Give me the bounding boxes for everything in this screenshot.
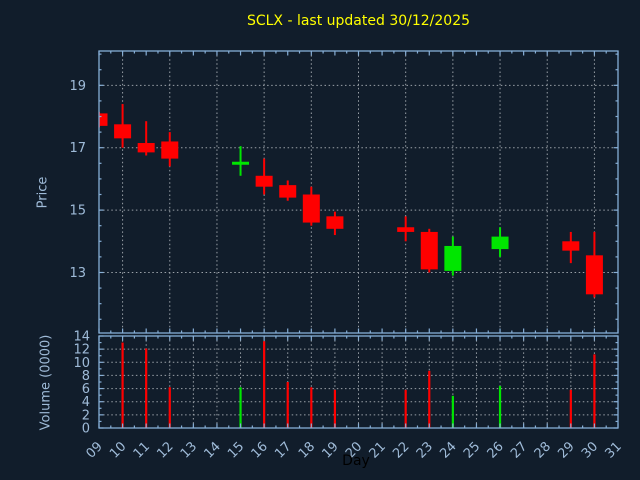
day-tick-09: 09: [84, 439, 106, 461]
day-tick-26: 26: [485, 439, 507, 461]
volume-bar-day-29: [569, 389, 572, 428]
price-tick-17: 17: [69, 141, 86, 156]
volume-bars: [121, 341, 596, 428]
volume-tick-4: 4: [82, 395, 90, 410]
day-tick-21: 21: [367, 439, 389, 461]
price-tick-15: 15: [69, 204, 86, 219]
candle-day-12: [161, 132, 179, 167]
candle-day-24: [444, 236, 462, 276]
day-tick-16: 16: [249, 439, 271, 461]
volume-bar-day-18: [310, 387, 313, 428]
day-tick-22: 22: [390, 439, 412, 461]
gridlines: [99, 51, 618, 428]
day-tick-15: 15: [225, 439, 247, 461]
panel-frames: [98, 50, 619, 429]
volume-bar-day-24: [451, 395, 454, 428]
volume-bar-day-22: [404, 389, 407, 428]
day-tick-20: 20: [343, 439, 365, 461]
day-tick-31: 31: [603, 439, 625, 461]
day-tick-13: 13: [178, 439, 200, 461]
volume-tick-0: 0: [82, 422, 90, 437]
volume-bar-day-19: [333, 389, 337, 428]
volume-bar-day-11: [145, 348, 148, 428]
candles: [99, 104, 603, 298]
candle-day-15: [232, 146, 250, 176]
day-tick-18: 18: [296, 439, 318, 461]
volume-bar-day-15: [239, 387, 242, 428]
day-tick-14: 14: [201, 439, 223, 461]
day-tick-17: 17: [272, 439, 294, 461]
volume-bar-day-17: [286, 382, 289, 428]
day-tick-23: 23: [414, 439, 436, 461]
day-tick-12: 12: [154, 439, 176, 461]
volume-bar-day-12: [168, 387, 171, 428]
volume-bar-day-16: [263, 341, 266, 428]
candle-day-17: [279, 180, 297, 201]
candle-day-18: [302, 186, 320, 226]
candle-day-09: [99, 111, 108, 128]
volume-tick-14: 14: [73, 330, 90, 345]
volume-tick-10: 10: [73, 356, 90, 371]
volume-bar-day-30: [593, 354, 596, 428]
axis-ticks: [98, 51, 619, 429]
candle-day-30: [585, 231, 603, 298]
candle-day-29: [562, 231, 580, 264]
price-tick-19: 19: [69, 79, 86, 94]
candle-day-11: [137, 121, 155, 156]
day-tick-11: 11: [131, 439, 153, 461]
day-tick-10: 10: [107, 439, 129, 461]
day-tick-28: 28: [532, 439, 554, 461]
candle-day-26: [491, 227, 509, 257]
day-tick-29: 29: [555, 439, 577, 461]
volume-tick-2: 2: [82, 408, 90, 423]
volume-bar-day-26: [498, 385, 502, 428]
day-tick-19: 19: [319, 439, 341, 461]
day-tick-24: 24: [437, 439, 459, 461]
day-tick-27: 27: [508, 439, 530, 461]
price-tick-13: 13: [69, 266, 86, 281]
candle-day-23: [420, 228, 438, 273]
volume-bar-day-10: [121, 342, 124, 428]
volume-tick-8: 8: [82, 369, 90, 384]
day-tick-30: 30: [579, 439, 601, 461]
candle-day-19: [326, 211, 344, 236]
volume-tick-12: 12: [73, 343, 90, 358]
candle-day-22: [397, 216, 415, 242]
candle-day-16: [255, 158, 273, 195]
candle-day-10: [114, 104, 132, 148]
day-tick-25: 25: [461, 439, 483, 461]
volume-bar-day-23: [428, 370, 431, 428]
volume-tick-6: 6: [82, 382, 90, 397]
